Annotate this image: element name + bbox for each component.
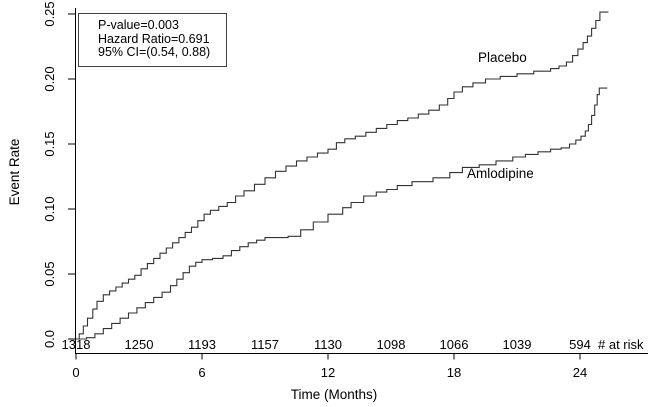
y-tick-label: 0.05 <box>42 261 57 286</box>
at-risk-row: 1318 1250 1193 1157 1130 1098 1066 1039 594 <box>62 337 591 352</box>
at-risk-count: 1193 <box>188 337 216 352</box>
hazard-ratio-text: Hazard Ratio=0.691 <box>98 31 210 46</box>
x-axis-title: Time (Months) <box>291 387 378 402</box>
curve-label-placebo: Placebo <box>478 50 527 65</box>
x-axis-ticks: 0 6 12 18 24 <box>72 353 587 380</box>
y-axis-ticks: 0.0 0.05 0.10 0.15 0.20 0.25 <box>42 1 75 348</box>
at-risk-caption: # at risk <box>598 337 644 352</box>
at-risk-count: 1250 <box>125 337 154 352</box>
y-tick-label: 0.20 <box>42 66 57 91</box>
y-tick-label: 0.15 <box>42 131 57 156</box>
x-tick-label: 18 <box>447 365 461 380</box>
at-risk-count: 1098 <box>377 337 406 352</box>
y-tick-label: 0.10 <box>42 196 57 221</box>
axes <box>75 8 648 354</box>
y-tick-label: 0.0 <box>42 330 57 348</box>
x-tick-label: 24 <box>573 365 587 380</box>
at-risk-count: 1130 <box>314 337 342 352</box>
x-tick-label: 0 <box>72 365 79 380</box>
x-tick-label: 12 <box>321 365 335 380</box>
curve-label-amlodipine: Amlodipine <box>467 166 534 181</box>
x-tick-label: 6 <box>198 365 205 380</box>
curve-amlodipine <box>76 87 608 340</box>
at-risk-count: 1066 <box>440 337 469 352</box>
survival-curves <box>76 11 609 340</box>
confidence-interval-text: 95% CI=(0.54, 0.88) <box>98 45 211 59</box>
at-risk-count: 1318 <box>62 337 91 352</box>
y-tick-label: 0.25 <box>42 1 57 26</box>
at-risk-count: 1157 <box>251 337 279 352</box>
y-axis-title: Event Rate <box>7 139 22 206</box>
p-value-text: P-value=0.003 <box>98 18 179 32</box>
at-risk-count: 594 <box>569 337 591 352</box>
curve-placebo <box>76 11 609 340</box>
at-risk-count: 1039 <box>503 337 532 352</box>
stats-annotation-box: P-value=0.003 Hazard Ratio=0.691 95% CI=… <box>78 13 227 67</box>
